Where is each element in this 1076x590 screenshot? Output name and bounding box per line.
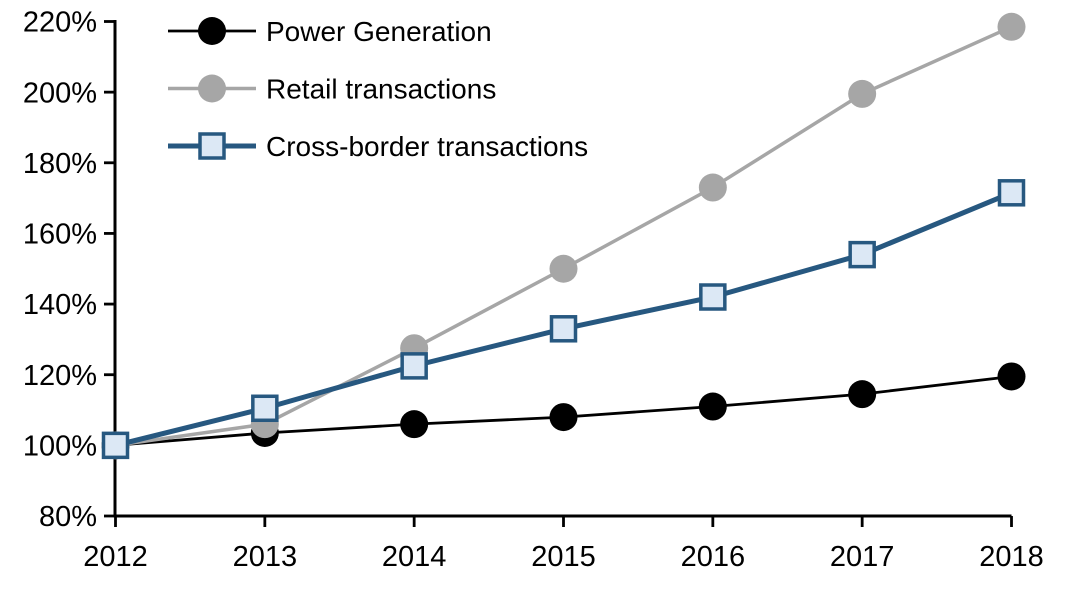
power-generation-marker: [698, 392, 727, 421]
power-generation-marker: [549, 403, 578, 432]
cross-border-transactions-marker: [101, 431, 130, 460]
y-axis-tick-label: 100%: [23, 431, 97, 463]
cross-border-transactions-marker: [549, 315, 578, 343]
legend-label: Retail transactions: [266, 74, 496, 105]
x-axis-tick-label: 2018: [979, 541, 1044, 573]
x-axis-tick-label: 2017: [830, 541, 895, 573]
power-generation-legend-marker: [198, 17, 226, 45]
legend-item-retail-transactions: Retail transactions: [168, 74, 496, 105]
cross-border-transactions-marker: [400, 352, 428, 380]
power-generation-marker: [848, 380, 877, 409]
series-power-generation: [101, 362, 1026, 460]
legend: Power Generation Retail transactions Cross…: [168, 16, 588, 162]
x-axis-tick-label: 2014: [382, 541, 447, 573]
x-axis-tick-label: 2016: [681, 541, 746, 573]
retail-transactions-marker: [549, 254, 578, 283]
power-generation-marker: [400, 410, 429, 439]
axes: 80% 100% 120% 140% 160% 180% 200% 220% 2012 2013 2…: [23, 7, 1044, 573]
x-axis-tick-label: 2013: [233, 541, 298, 573]
retail-transactions-marker: [698, 173, 727, 202]
legend-item-cross-border-transactions: Cross-border transactions: [168, 131, 588, 162]
legend-label: Power Generation: [266, 16, 492, 47]
cross-border-transactions-marker: [699, 283, 727, 311]
legend-item-power-generation: Power Generation: [168, 16, 492, 47]
y-axis-tick-label: 180%: [23, 148, 97, 180]
series-cross-border-transactions: [101, 179, 1026, 460]
y-axis-tick-label: 120%: [23, 360, 97, 392]
x-axis-tick-label: 2012: [83, 541, 148, 573]
cross-border-transactions-marker: [251, 394, 279, 423]
y-axis-tick-label: 160%: [23, 219, 97, 251]
legend-label: Cross-border transactions: [266, 131, 588, 162]
cross-border-transactions-marker: [848, 240, 876, 269]
cross-border-transactions-marker: [997, 179, 1026, 207]
retail-transactions-legend-marker: [198, 74, 226, 103]
retail-transactions-marker: [848, 79, 877, 108]
x-axis-tick-label: 2015: [531, 541, 596, 573]
y-axis-tick-label: 140%: [23, 289, 97, 321]
power-generation-marker: [997, 362, 1026, 391]
y-axis-tick-label: 80%: [39, 501, 97, 533]
y-axis-tick-label: 200%: [23, 77, 97, 109]
retail-transactions-marker: [997, 12, 1026, 41]
y-axis-tick-label: 220%: [23, 7, 97, 39]
cross-border-transactions-legend-marker: [198, 132, 226, 160]
